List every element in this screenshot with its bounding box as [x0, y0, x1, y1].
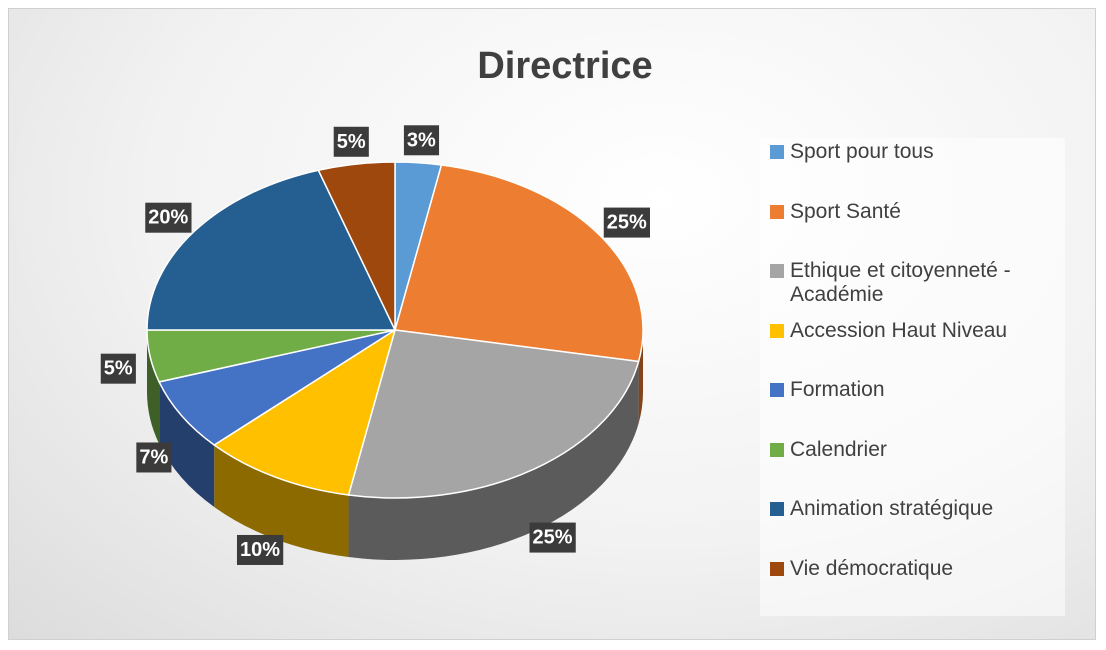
data-label-box [136, 442, 172, 473]
legend-swatch [770, 383, 784, 397]
slice-side [214, 445, 349, 558]
legend-swatch [770, 264, 784, 278]
data-label-box [236, 534, 284, 565]
slice-side [348, 361, 639, 560]
legend-swatch [770, 442, 784, 457]
data-label: 5% [333, 126, 369, 157]
data-label-text: 3% [407, 129, 436, 151]
legend-item: Calendrier [770, 438, 1065, 498]
legend: Sport pour tous Sport Santé Ethique et cit… [760, 138, 1065, 616]
legend-label: Animation stratégique [790, 497, 994, 520]
legend-label: Calendrier [790, 437, 887, 461]
slice [347, 329, 640, 499]
legend-item: Animation stratégique [770, 497, 1065, 557]
data-label-box [145, 202, 192, 233]
data-label-box [100, 353, 136, 384]
chart-title: Directrice [477, 45, 652, 87]
legend-label: Accession Haut Niveau [790, 318, 1008, 342]
data-label: 7% [136, 442, 172, 473]
data-label-box [529, 522, 576, 553]
slice [394, 164, 644, 363]
legend-item: Vie démocratique [770, 557, 1065, 617]
slice [317, 161, 396, 331]
legend-swatch [770, 502, 784, 516]
slice-side [159, 381, 215, 508]
slice [158, 329, 396, 446]
legend-item: Accession Haut Niveau [770, 319, 1065, 379]
legend-item: Ethique et citoyenneté - Académie [770, 259, 1065, 319]
data-label-text: 25% [533, 527, 573, 549]
legend-label: Vie démocratique [790, 556, 954, 580]
data-label: 3% [403, 125, 440, 156]
data-label-text: 5% [104, 358, 133, 380]
data-label: 10% [236, 534, 284, 565]
legend-item: Sport pour tous [770, 140, 1065, 200]
data-label-text: 7% [139, 446, 168, 468]
data-label: 25% [603, 207, 651, 238]
data-label: 5% [100, 353, 136, 384]
data-label-text: 10% [240, 539, 280, 561]
data-label-box [403, 125, 440, 156]
data-label-text: 5% [337, 131, 366, 153]
data-label-box [333, 126, 369, 157]
legend-label: Sport pour tous [790, 140, 934, 163]
legend-swatch [770, 145, 784, 159]
data-label-text: 20% [148, 207, 188, 229]
legend-swatch [770, 323, 784, 338]
data-label: 25% [529, 522, 576, 553]
slice-side [638, 330, 643, 424]
legend-label: Sport Santé [790, 199, 901, 223]
legend-swatch [770, 204, 784, 219]
data-label-box [603, 207, 651, 238]
legend-item: Sport Santé [770, 200, 1065, 260]
legend-swatch [770, 561, 784, 576]
legend-label: Formation [790, 378, 885, 401]
legend-label: Ethique et citoyenneté - Académie [790, 259, 1011, 306]
data-label: 20% [145, 202, 192, 233]
slice [212, 328, 397, 496]
slice [146, 169, 397, 331]
legend-item: Formation [770, 378, 1065, 438]
data-label-text: 25% [607, 212, 647, 234]
